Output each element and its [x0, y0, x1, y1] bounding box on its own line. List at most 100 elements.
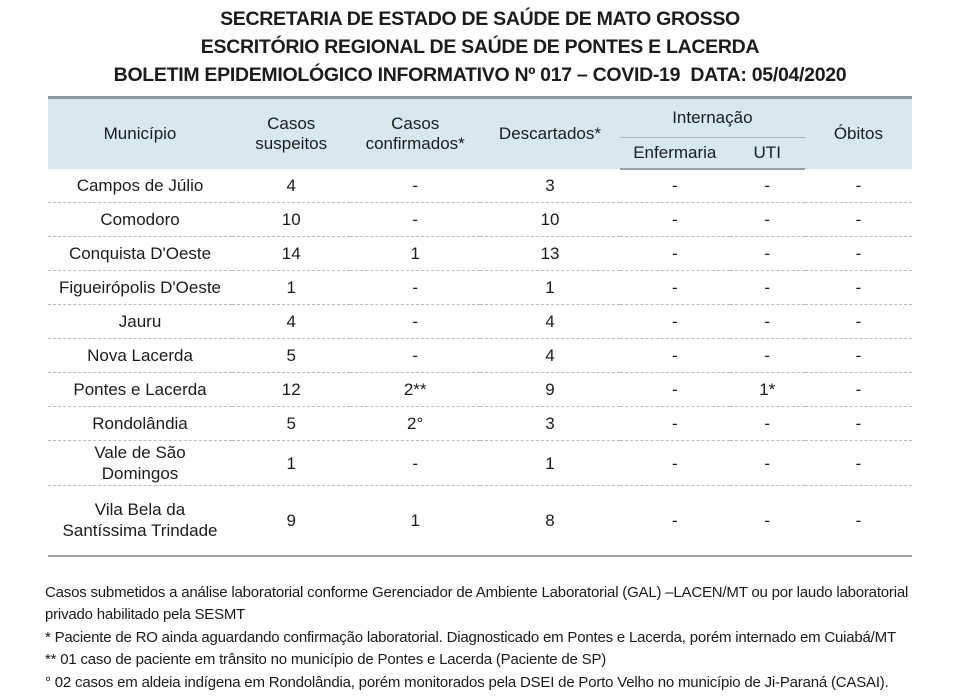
- title-boletim-data: BOLETIM EPIDEMIOLÓGICO INFORMATIVO Nº 01…: [113, 64, 847, 86]
- cell-obitos: -: [804, 236, 912, 271]
- col-header-obitos: Óbitos: [804, 97, 912, 169]
- cell-casos-suspeitos: 5: [232, 338, 351, 373]
- cell-enfermaria: -: [619, 485, 730, 557]
- col-header-casos-confirmados: Casos confirmados*: [350, 97, 480, 169]
- cell-obitos: -: [804, 406, 912, 441]
- col-header-casos-suspeitos: Casos suspeitos: [232, 97, 351, 169]
- cell-descartados: 9: [479, 372, 620, 407]
- table-row: Comodoro 10 - 10 - - -: [48, 202, 912, 237]
- table-row: Rondolândia 5 2° 3 - - -: [48, 406, 912, 441]
- cell-uti: -: [729, 406, 805, 441]
- cell-enfermaria: -: [619, 406, 730, 441]
- cell-municipio: Comodoro: [48, 202, 233, 237]
- cell-descartados: 13: [479, 236, 620, 271]
- cell-casos-suspeitos: 5: [232, 406, 351, 441]
- table-header: Município Casos suspeitos Casos confirma…: [48, 97, 912, 170]
- cell-municipio: Pontes e Lacerda: [48, 372, 233, 407]
- table-body: Campos de Júlio 4 - 3 - - - Comodoro 10 …: [48, 168, 912, 557]
- table-row: Jauru 4 - 4 - - -: [48, 304, 912, 339]
- cell-casos-confirmados: -: [350, 440, 480, 486]
- cell-casos-confirmados: -: [350, 270, 480, 305]
- cell-obitos: -: [804, 485, 912, 557]
- cell-descartados: 4: [479, 304, 620, 339]
- cell-casos-suspeitos: 12: [232, 372, 351, 407]
- cell-casos-suspeitos: 10: [232, 202, 351, 237]
- cell-uti: 1*: [729, 372, 805, 407]
- title-escritorio-regional: ESCRITÓRIO REGIONAL DE SAÚDE DE PONTES E…: [200, 36, 760, 58]
- cell-municipio: Conquista D'Oeste: [48, 236, 233, 271]
- cell-uti: -: [729, 236, 805, 271]
- cell-obitos: -: [804, 202, 912, 237]
- table-row: Pontes e Lacerda 12 2** 9 - 1* -: [48, 372, 912, 407]
- cell-casos-suspeitos: 4: [232, 168, 351, 203]
- cell-casos-confirmados: 1: [350, 485, 480, 557]
- cell-obitos: -: [804, 168, 912, 203]
- col-header-enfermaria: Enfermaria: [619, 137, 730, 170]
- footnotes-section: Casos submetidos a análise laboratorial …: [45, 582, 933, 695]
- cell-obitos: -: [804, 440, 912, 486]
- cell-descartados: 3: [479, 406, 620, 441]
- cell-obitos: -: [804, 372, 912, 407]
- cell-casos-confirmados: 1: [350, 236, 480, 271]
- cell-enfermaria: -: [619, 372, 730, 407]
- cell-casos-confirmados: 2°: [350, 406, 480, 441]
- cell-uti: -: [729, 440, 805, 486]
- footnote-double-asterisk: ** 01 caso de paciente em trânsito no mu…: [45, 651, 607, 668]
- cell-uti: -: [729, 270, 805, 305]
- cell-enfermaria: -: [619, 338, 730, 373]
- cell-municipio: Campos de Júlio: [48, 168, 233, 203]
- col-header-internacao: Internação: [619, 97, 805, 138]
- footnote-lab-analysis: Casos submetidos a análise laboratorial …: [45, 583, 909, 624]
- table-row: Conquista D'Oeste 14 1 13 - - -: [48, 236, 912, 271]
- cell-enfermaria: -: [619, 270, 730, 305]
- cell-obitos: -: [804, 304, 912, 339]
- cell-enfermaria: -: [619, 168, 730, 203]
- col-header-municipio: Município: [48, 97, 233, 169]
- cell-uti: -: [729, 168, 805, 203]
- cell-municipio: Figueirópolis D'Oeste: [48, 270, 233, 305]
- cell-descartados: 1: [479, 440, 620, 486]
- cell-municipio: Jauru: [48, 304, 233, 339]
- cell-casos-suspeitos: 9: [232, 485, 351, 557]
- cell-casos-confirmados: -: [350, 168, 480, 203]
- cell-uti: -: [729, 338, 805, 373]
- cell-descartados: 1: [479, 270, 620, 305]
- cell-uti: -: [729, 202, 805, 237]
- cell-casos-confirmados: 2**: [350, 372, 480, 407]
- cell-casos-confirmados: -: [350, 338, 480, 373]
- table-row: Vila Bela da Santíssima Trindade 9 1 8 -…: [48, 485, 912, 557]
- title-secretaria: SECRETARIA DE ESTADO DE SAÚDE DE MATO GR…: [220, 8, 740, 30]
- cell-descartados: 4: [479, 338, 620, 373]
- cell-descartados: 3: [479, 168, 620, 203]
- cell-uti: -: [729, 485, 805, 557]
- table-row: Nova Lacerda 5 - 4 - - -: [48, 338, 912, 373]
- cell-obitos: -: [804, 270, 912, 305]
- cell-enfermaria: -: [619, 440, 730, 486]
- cell-uti: -: [729, 304, 805, 339]
- cell-descartados: 8: [479, 485, 620, 557]
- cell-municipio: Nova Lacerda: [48, 338, 233, 373]
- footnote-degree: ° 02 casos em aldeia indígena em Rondolâ…: [45, 673, 889, 691]
- col-header-uti: UTI: [729, 137, 805, 170]
- bulletin-header: SECRETARIA DE ESTADO DE SAÚDE DE MATO GR…: [0, 0, 960, 89]
- covid-bulletin-table: Município Casos suspeitos Casos confirma…: [48, 96, 912, 557]
- cell-municipio: Rondolândia: [48, 406, 233, 441]
- cell-enfermaria: -: [619, 236, 730, 271]
- cell-enfermaria: -: [619, 304, 730, 339]
- table-row: Figueirópolis D'Oeste 1 - 1 - - -: [48, 270, 912, 305]
- cell-municipio: Vale de São Domingos: [48, 440, 233, 486]
- cell-casos-confirmados: -: [350, 202, 480, 237]
- cell-municipio: Vila Bela da Santíssima Trindade: [48, 485, 233, 557]
- cell-obitos: -: [804, 338, 912, 373]
- cell-enfermaria: -: [619, 202, 730, 237]
- cell-casos-suspeitos: 1: [232, 270, 351, 305]
- table-row: Campos de Júlio 4 - 3 - - -: [48, 168, 912, 203]
- footnote-asterisk: * Paciente de RO ainda aguardando confir…: [45, 628, 896, 646]
- cell-casos-suspeitos: 14: [232, 236, 351, 271]
- cell-descartados: 10: [479, 202, 620, 237]
- cell-casos-confirmados: -: [350, 304, 480, 339]
- col-header-descartados: Descartados*: [479, 97, 620, 169]
- cell-casos-suspeitos: 4: [232, 304, 351, 339]
- cell-casos-suspeitos: 1: [232, 440, 351, 486]
- table-row: Vale de São Domingos 1 - 1 - - -: [48, 440, 912, 486]
